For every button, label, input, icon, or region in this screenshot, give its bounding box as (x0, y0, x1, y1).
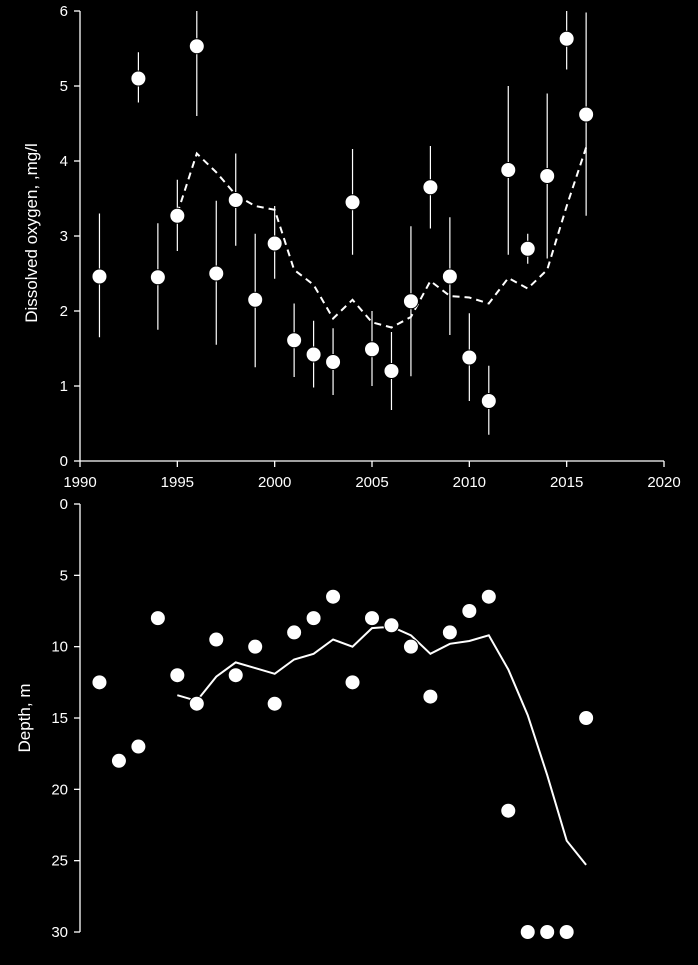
top-x-tick-label: 2005 (355, 474, 388, 491)
bottom-y-ticks: 0 5 10 15 20 25 30 (51, 496, 80, 941)
top-y-tick-label: 2 (60, 303, 68, 320)
top-data-point (247, 291, 264, 308)
bottom-data-point (402, 638, 419, 655)
bottom-data-point (247, 638, 264, 655)
bottom-data-point (286, 624, 303, 641)
bottom-data-point (130, 738, 147, 755)
top-y-axis-title: Dissolved oxygen, ,mg/l (22, 143, 41, 323)
top-data-point (149, 269, 166, 286)
top-data-point (558, 30, 575, 47)
bottom-data-point (519, 924, 536, 940)
bottom-data-point (305, 610, 322, 627)
bottom-y-tick-label: 20 (51, 781, 68, 798)
top-y-tick-label: 3 (60, 228, 68, 245)
bottom-y-axis-title: Depth, m (15, 684, 34, 753)
top-x-tick-label: 1995 (161, 474, 194, 491)
top-data-point (266, 235, 283, 252)
top-data-points (91, 30, 595, 409)
top-data-point (461, 349, 478, 366)
bottom-y-tick-label: 10 (51, 639, 68, 656)
bottom-data-point (480, 588, 497, 605)
top-data-point (286, 332, 303, 349)
top-x-tick-label: 2010 (453, 474, 486, 491)
bottom-data-point (539, 924, 556, 940)
bottom-data-point (461, 603, 478, 619)
bottom-data-point (169, 667, 186, 684)
bottom-data-point (188, 695, 205, 712)
top-data-point (441, 268, 458, 285)
top-data-point (519, 240, 536, 257)
top-data-point (539, 168, 556, 184)
bottom-trend-line (177, 625, 587, 866)
bottom-data-point (364, 610, 380, 627)
bottom-data-point (325, 588, 342, 605)
bottom-data-point (500, 802, 517, 819)
top-x-tick-label: 2000 (258, 474, 291, 491)
top-data-point (325, 354, 342, 370)
top-trend-line (176, 147, 588, 329)
top-data-point (422, 179, 439, 196)
top-x-tick-label: 2015 (550, 474, 583, 491)
bottom-data-point (558, 924, 575, 940)
bottom-data-point (441, 624, 458, 641)
bottom-data-point (578, 710, 595, 726)
bottom-data-points (91, 588, 595, 940)
top-y-tick-label: 0 (60, 453, 68, 470)
top-data-point (500, 162, 517, 178)
top-x-tick-label: 1990 (63, 474, 96, 491)
top-data-point (188, 38, 205, 55)
top-data-point (344, 194, 361, 211)
top-data-point (480, 393, 497, 409)
bottom-data-point (227, 667, 244, 684)
bottom-y-tick-label: 15 (51, 710, 68, 727)
top-data-point (305, 346, 322, 363)
top-data-point (402, 293, 419, 310)
bottom-data-point (110, 752, 127, 769)
top-data-point (169, 207, 186, 224)
bottom-panel: 0 5 10 15 20 25 30 Depth, m (15, 496, 595, 941)
top-x-tick-label: 2020 (647, 474, 680, 491)
bottom-y-tick-label: 30 (51, 924, 68, 941)
bottom-y-tick-label: 5 (60, 567, 68, 584)
bottom-data-point (208, 631, 225, 648)
top-y-tick-label: 1 (60, 378, 68, 395)
top-y-tick-label: 4 (60, 153, 68, 170)
top-y-tick-label: 5 (60, 78, 68, 95)
bottom-data-point (91, 674, 108, 691)
bottom-y-tick-label: 25 (51, 853, 68, 870)
bottom-data-point (422, 688, 439, 705)
bottom-y-tick-label: 0 (60, 496, 68, 513)
top-data-point (227, 192, 244, 208)
top-y-ticks: 0 1 2 3 4 5 6 (60, 3, 80, 470)
top-data-point (130, 70, 147, 87)
top-y-tick-label: 6 (60, 3, 68, 20)
bottom-data-point (344, 674, 361, 691)
bottom-data-point (266, 695, 283, 712)
top-data-point (91, 268, 108, 285)
top-data-point (383, 363, 400, 379)
top-error-bars (98, 11, 587, 435)
top-data-point (208, 265, 225, 282)
top-panel: 0 1 2 3 4 5 6 1990 1995 2000 2005 2010 2015 2020 Dis… (22, 3, 681, 491)
top-data-point (578, 106, 595, 123)
top-x-ticks: 1990 1995 2000 2005 2010 2015 2020 (63, 461, 681, 491)
bottom-data-point (383, 617, 400, 634)
bottom-data-point (149, 610, 166, 627)
top-data-point (364, 341, 380, 358)
